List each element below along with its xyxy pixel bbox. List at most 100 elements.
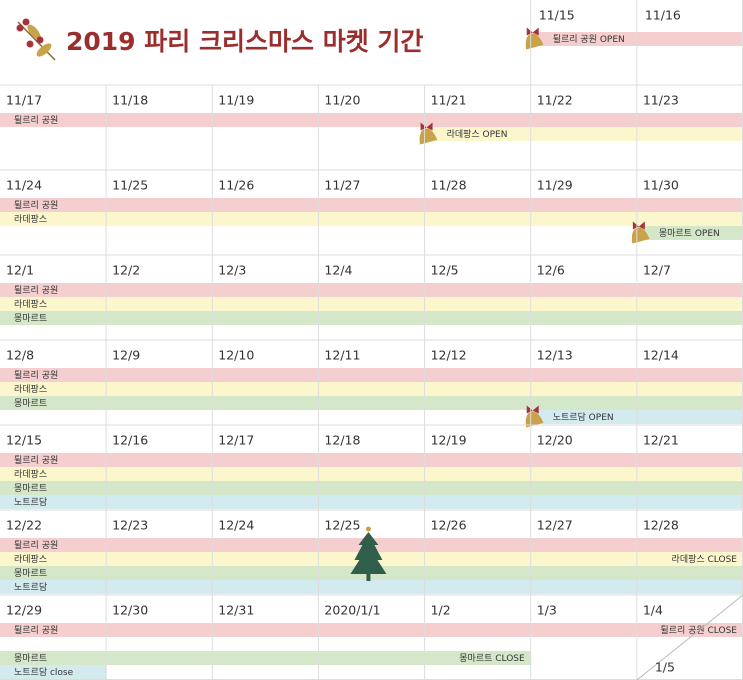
event-label: 노트르담 close (14, 666, 74, 678)
day-label: 12/13 (537, 348, 573, 363)
event-label: 라데팡스 OPEN (447, 129, 508, 140)
bow (526, 27, 539, 36)
event-label: 튈르리 공원 (14, 539, 58, 551)
day-label: 12/24 (218, 518, 254, 533)
day-label: 12/21 (643, 433, 679, 448)
day-label: 12/4 (324, 263, 352, 278)
event-label: 튈르리 공원 (14, 624, 58, 636)
day-label: 1/4 (643, 603, 663, 618)
bell-icon (525, 405, 544, 428)
day-label: 11/17 (6, 93, 42, 108)
event-band (0, 481, 743, 495)
day-label: 12/2 (112, 263, 140, 278)
event-band (0, 495, 743, 509)
event-band (424, 127, 743, 141)
event-band (0, 283, 743, 297)
day-label: 11/19 (218, 93, 254, 108)
day-label: 2020/1/1 (324, 603, 380, 618)
day-label: 12/16 (112, 433, 148, 448)
trunk (366, 574, 371, 581)
day-label: 11/24 (6, 178, 42, 193)
day-label: 11/29 (537, 178, 573, 193)
event-band (0, 198, 743, 212)
event-label: 라데팡스 (14, 554, 47, 565)
day-label: 11/30 (643, 178, 679, 193)
day-label: 12/3 (218, 263, 246, 278)
bell (525, 411, 544, 428)
bell-icon (631, 221, 650, 244)
day-label: 12/31 (218, 603, 254, 618)
diagonal (636, 594, 743, 680)
day-label: 12/14 (643, 348, 679, 363)
day-label: 12/26 (431, 518, 467, 533)
day-label: 12/11 (324, 348, 360, 363)
event-label: 튈르리 공원 (14, 369, 58, 381)
event-label: 몽마르트 (14, 313, 47, 324)
star (365, 526, 371, 532)
event-band (636, 226, 743, 240)
day-label: 1/3 (537, 603, 557, 618)
event-label: 라데팡스 (14, 384, 47, 395)
day-label: 11/27 (324, 178, 360, 193)
bow (632, 221, 645, 230)
day-label: 11/20 (324, 93, 360, 108)
event-label: 노트르담 (14, 581, 47, 593)
day-label: 11/26 (218, 178, 254, 193)
event-label: 몽마르트 (14, 653, 47, 664)
day-label: 12/25 (324, 518, 360, 533)
holly-icon (16, 18, 56, 61)
day-label: 12/27 (537, 518, 573, 533)
bell (419, 128, 438, 145)
event-label: 몽마르트 (14, 568, 47, 579)
day-label: 11/25 (112, 178, 148, 193)
event-band (0, 297, 743, 311)
title: 2019 파리 크리스마스 마켓 기간 (66, 27, 423, 56)
bell (525, 33, 544, 50)
bell-icon (419, 122, 438, 145)
event-band (0, 396, 743, 410)
bow (526, 405, 539, 414)
day-label: 11/15 (539, 8, 575, 23)
day-label: 12/29 (6, 603, 42, 618)
bow (420, 122, 433, 131)
day-label: 11/18 (112, 93, 148, 108)
day-label: 11/16 (645, 8, 681, 23)
day-label: 12/5 (431, 263, 459, 278)
event-band (0, 368, 743, 382)
day-label: 12/23 (112, 518, 148, 533)
day-label: 12/30 (112, 603, 148, 618)
event-label: 몽마르트 CLOSE (459, 653, 525, 664)
day-label: 12/6 (537, 263, 565, 278)
event-label: 몽마르트 OPEN (659, 228, 720, 239)
day-label: 11/23 (643, 93, 679, 108)
event-label: 튈르리 공원 (14, 114, 58, 126)
day-label: 11/22 (537, 93, 573, 108)
event-label: 몽마르트 (14, 398, 47, 409)
day-label: 12/15 (6, 433, 42, 448)
day-label: 12/17 (218, 433, 254, 448)
day-label: 12/18 (324, 433, 360, 448)
tree-icon (350, 526, 387, 581)
event-band (0, 382, 743, 396)
day-label: 12/10 (218, 348, 254, 363)
event-label: 노트르담 OPEN (553, 411, 614, 423)
event-band (0, 651, 531, 665)
day-label: 1/5 (655, 660, 675, 675)
day-label: 12/12 (431, 348, 467, 363)
bell (631, 227, 650, 244)
day-label: 12/22 (6, 518, 42, 533)
day-label: 1/2 (431, 603, 451, 618)
day-label: 11/28 (431, 178, 467, 193)
day-label: 12/9 (112, 348, 140, 363)
day-label: 12/19 (431, 433, 467, 448)
event-label: 라데팡스 (14, 469, 47, 480)
event-band (0, 113, 743, 127)
event-label: 라데팡스 (14, 214, 47, 225)
day-label: 11/21 (431, 93, 467, 108)
event-label: 라데팡스 (14, 299, 47, 310)
event-band (0, 212, 743, 226)
event-label: 튈르리 공원 (14, 284, 58, 296)
event-label: 튈르리 공원 OPEN (553, 33, 625, 45)
day-label: 12/7 (643, 263, 671, 278)
